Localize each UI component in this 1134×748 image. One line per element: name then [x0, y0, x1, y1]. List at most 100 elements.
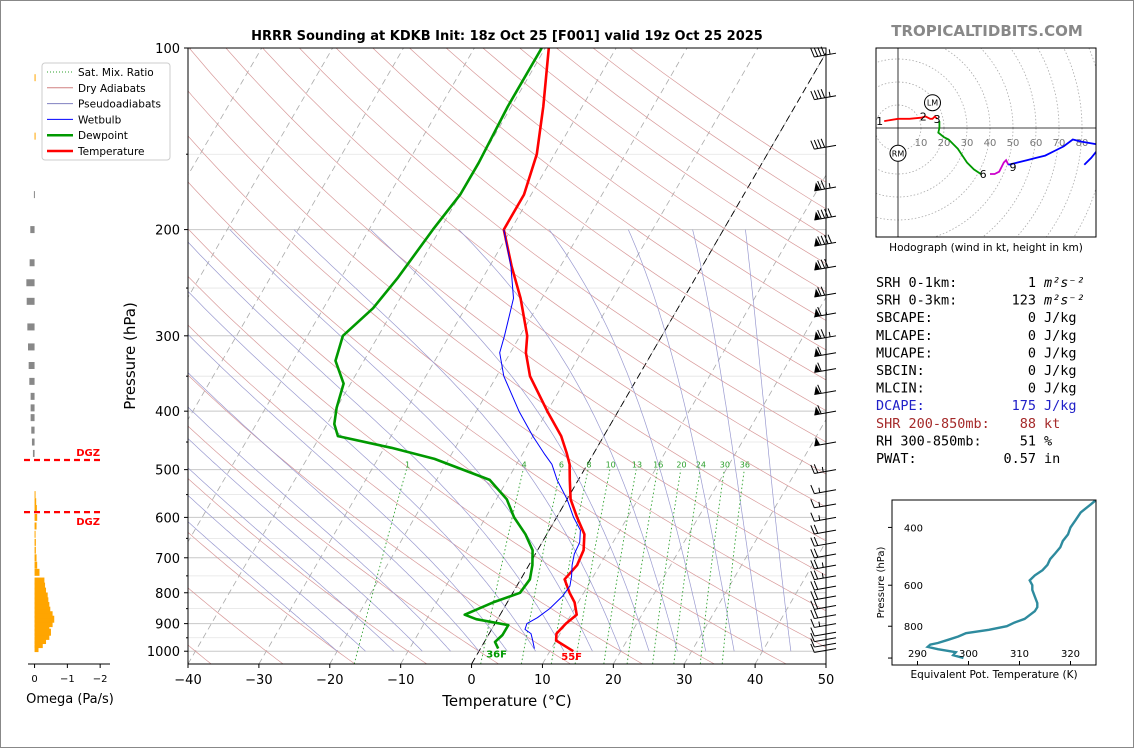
- index-label: RH 300-850mb:: [876, 433, 982, 449]
- wind-barb-staff: [814, 631, 837, 637]
- wind-barb-flag: [814, 237, 821, 247]
- skewt-panel: 1 4 6 8 10 13 16 20 24 30 3655F36F1002003004005006…: [41, 42, 837, 710]
- theta-e-frame: [891, 499, 1097, 666]
- y-tick-label: 400: [155, 405, 180, 420]
- mixing-ratio-line: [520, 469, 561, 664]
- wind-barb-staff: [814, 144, 837, 150]
- wind-barb: [810, 600, 837, 610]
- omega-bar: [28, 361, 35, 369]
- hodograph-segment: [884, 115, 938, 122]
- index-value: 88: [1020, 416, 1036, 432]
- index-unit: J/kg: [1044, 381, 1077, 397]
- index-value: 0: [1028, 381, 1036, 397]
- dry-adiabat-line: [188, 228, 787, 664]
- index-row: MUCAPE: 0 J/kg: [876, 345, 1077, 361]
- omega-bar: [34, 74, 36, 82]
- hodograph-ring-label: 20: [938, 138, 951, 149]
- wind-barb-staff: [814, 564, 837, 570]
- wind-barb-flag: [814, 348, 821, 357]
- wind-barb-half: [828, 183, 831, 189]
- wind-barb: [810, 536, 837, 547]
- omega-bar: [29, 259, 35, 267]
- pseudoadiabat-line: [458, 229, 678, 652]
- pseudoadiabat-line: [188, 290, 536, 652]
- wind-barb-staff: [814, 595, 837, 601]
- wind-barb: [810, 548, 837, 559]
- index-label: SRH 0-1km:: [876, 275, 957, 291]
- theta-e-x-tick-label: 300: [959, 649, 978, 660]
- hodograph-bg: [876, 48, 1096, 237]
- hodograph-ring-label: 80: [1076, 138, 1089, 149]
- hodograph-height-label: 2: [920, 111, 927, 124]
- mixing-ratio-line: [603, 469, 637, 664]
- wind-barb-full: [810, 484, 815, 494]
- dry-adiabat-line: [445, 48, 826, 321]
- legend-label: Dewpoint: [78, 130, 128, 142]
- y-tick-label: 100: [155, 42, 180, 57]
- mixing-ratio-label: 4: [522, 460, 527, 469]
- omega-bar: [34, 554, 37, 562]
- dry-adiabat-line: [262, 48, 826, 475]
- omega-bar: [34, 606, 51, 614]
- wind-barb-full: [810, 537, 815, 547]
- wind-barb-half: [828, 49, 831, 55]
- mixing-ratio-label: 24: [696, 460, 706, 469]
- omega-bar: [34, 530, 36, 538]
- wind-barb-full: [813, 524, 819, 534]
- wind-barb-full: [820, 259, 826, 269]
- legend-label: Temperature: [77, 146, 145, 158]
- wind-barb-full: [817, 329, 822, 339]
- index-row: SBCIN: 0 J/kg: [876, 363, 1077, 379]
- omega-bar: [34, 628, 51, 636]
- wind-barb: [810, 512, 837, 522]
- index-value: 175: [1012, 398, 1036, 414]
- legend: Sat. Mix. Ratio Dry Adiabats Pseudoadiabat…: [41, 62, 171, 161]
- omega-x-tick-label: 0: [31, 674, 37, 685]
- dry-adiabat-line: [335, 48, 826, 412]
- wind-barb-staff: [814, 541, 837, 547]
- wind-barb-staff: [814, 390, 837, 396]
- omega-bar: [34, 641, 43, 649]
- index-value: 0: [1028, 310, 1036, 326]
- y-tick-label: 600: [155, 511, 180, 526]
- wind-barb-full: [827, 234, 833, 244]
- y-tick-label: 200: [155, 224, 180, 239]
- wind-barb-full: [817, 139, 822, 149]
- hodograph-ring-label: 40: [984, 138, 997, 149]
- omega-bar: [34, 592, 48, 600]
- index-unit: m²s⁻²: [1043, 293, 1085, 309]
- wind-barb-staff: [814, 553, 837, 559]
- legend-label: Wetbulb: [78, 114, 122, 126]
- wind-barb-half: [818, 501, 821, 507]
- wind-barb-full: [810, 591, 815, 601]
- index-row: SRH 0-1km: 1 m²s⁻²: [876, 275, 1085, 291]
- wind-barb-staff: [814, 352, 837, 358]
- legend-label: Pseudoadiabats: [78, 99, 161, 111]
- wind-barb: [814, 306, 837, 318]
- wind-barb-full: [824, 208, 829, 218]
- wind-barbs: [810, 46, 837, 653]
- theta-e-x-tick-label: 290: [908, 649, 927, 660]
- index-label: SRH 0-3km:: [876, 293, 957, 309]
- hodograph-ring-label: 30: [961, 138, 974, 149]
- x-tick-label: 40: [747, 673, 764, 688]
- index-row: MLCAPE: 0 J/kg: [876, 328, 1077, 344]
- y-tick-label: 800: [155, 587, 180, 602]
- mixing-ratio-label: 1: [405, 460, 410, 469]
- x-tick-label: −10: [387, 673, 414, 688]
- hodograph-marker-label: RM: [892, 149, 905, 158]
- theta-e-x-tick-label: 320: [1061, 649, 1080, 660]
- mixing-ratio-label: 13: [632, 460, 642, 469]
- mixing-ratio-line: [721, 469, 745, 664]
- index-label: MLCAPE:: [876, 328, 933, 344]
- wind-barb-full: [810, 512, 815, 522]
- dry-adiabat-line: [188, 181, 826, 648]
- wind-barb-flag: [814, 182, 821, 191]
- index-unit: J/kg: [1044, 398, 1077, 414]
- mixing-ratio-label: 20: [676, 460, 686, 469]
- wind-barb-full: [824, 235, 829, 244]
- x-tick-label: 50: [818, 673, 835, 688]
- index-unit: in: [1044, 451, 1060, 467]
- dry-adiabat-line: [188, 587, 284, 664]
- wind-barb-full: [813, 139, 819, 149]
